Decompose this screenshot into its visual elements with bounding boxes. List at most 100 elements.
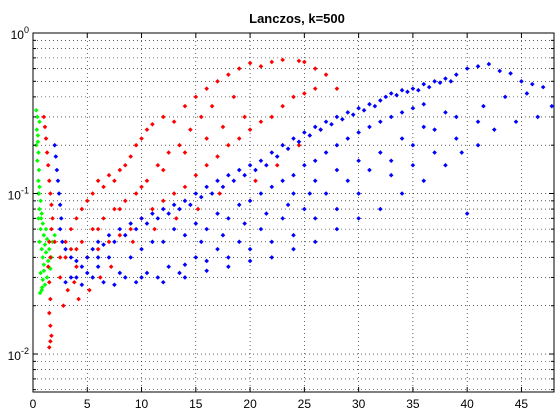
data-point <box>193 191 199 196</box>
data-point <box>220 232 226 238</box>
data-point <box>388 114 394 120</box>
data-point <box>242 221 247 226</box>
data-point <box>383 94 389 100</box>
data-point <box>242 114 247 120</box>
data-point <box>87 287 92 293</box>
data-point <box>323 150 329 155</box>
data-point <box>97 275 103 280</box>
data-point <box>79 206 85 212</box>
data-point <box>236 66 242 71</box>
data-point <box>36 178 41 184</box>
data-point <box>112 178 117 184</box>
data-point <box>226 142 231 148</box>
axes-box <box>32 32 555 393</box>
x-tick-label: 45 <box>515 397 529 411</box>
data-point <box>71 279 77 285</box>
data-point <box>128 226 133 232</box>
data-point <box>508 71 513 76</box>
data-point <box>53 154 59 159</box>
data-point <box>291 246 296 252</box>
data-point <box>139 275 144 280</box>
data-point <box>302 91 307 96</box>
data-point <box>144 270 150 276</box>
data-point <box>269 184 275 190</box>
data-point <box>345 136 351 141</box>
data-point <box>524 91 530 96</box>
data-point <box>437 80 443 86</box>
y-tick-label: 10-1 <box>8 186 29 203</box>
data-point <box>193 255 199 260</box>
data-point <box>323 72 329 77</box>
data-point <box>57 275 63 280</box>
data-point <box>410 86 416 91</box>
data-point <box>388 91 394 96</box>
data-point <box>90 246 95 252</box>
data-point <box>130 239 136 245</box>
data-point <box>182 184 188 190</box>
data-point <box>215 178 220 184</box>
data-point <box>323 191 329 196</box>
data-point <box>475 142 481 148</box>
data-point <box>432 150 437 155</box>
data-point <box>269 150 275 155</box>
data-point <box>269 59 275 65</box>
data-point <box>48 339 53 344</box>
data-point <box>432 127 437 132</box>
data-point <box>549 103 555 109</box>
data-point <box>90 191 95 196</box>
data-point <box>182 198 188 204</box>
data-point <box>217 191 222 196</box>
data-point <box>95 264 101 269</box>
data-point <box>247 60 253 66</box>
data-point <box>46 178 52 184</box>
data-point <box>312 86 318 91</box>
data-point <box>52 142 58 148</box>
data-point <box>160 279 166 285</box>
data-point <box>443 162 448 168</box>
data-point <box>101 279 106 285</box>
points-layer <box>33 57 555 350</box>
data-point <box>236 239 242 245</box>
data-point <box>269 239 275 245</box>
data-point <box>345 178 351 184</box>
x-tick-label: 40 <box>460 397 474 411</box>
data-point <box>106 239 112 245</box>
data-point <box>101 184 106 190</box>
data-point <box>215 154 220 159</box>
data-point <box>204 226 209 232</box>
data-point <box>74 264 79 269</box>
data-point <box>39 211 44 216</box>
data-point <box>198 239 204 245</box>
data-point <box>33 107 39 113</box>
data-point <box>52 239 58 245</box>
x-tick-label: 35 <box>406 397 420 411</box>
data-point <box>198 114 204 120</box>
data-point <box>497 68 503 74</box>
data-point <box>204 136 209 141</box>
data-point <box>454 136 459 141</box>
data-point <box>215 246 220 252</box>
data-point <box>108 264 114 269</box>
data-point <box>139 184 144 190</box>
data-point <box>42 282 48 288</box>
data-point <box>454 114 459 120</box>
data-point <box>269 114 275 120</box>
data-point <box>133 226 139 232</box>
data-point <box>49 333 54 339</box>
data-point <box>35 114 40 120</box>
data-point <box>139 136 144 141</box>
data-point <box>502 94 508 100</box>
data-point <box>280 216 285 221</box>
data-point <box>171 119 177 125</box>
axes-layer <box>32 32 555 393</box>
data-point <box>296 142 302 148</box>
data-point <box>38 270 43 276</box>
data-point <box>60 239 65 245</box>
data-point <box>367 101 372 107</box>
data-point <box>79 239 85 245</box>
data-point <box>529 81 535 87</box>
data-point <box>106 255 112 260</box>
data-point <box>57 226 63 232</box>
data-point <box>247 162 253 168</box>
data-point <box>40 221 46 226</box>
